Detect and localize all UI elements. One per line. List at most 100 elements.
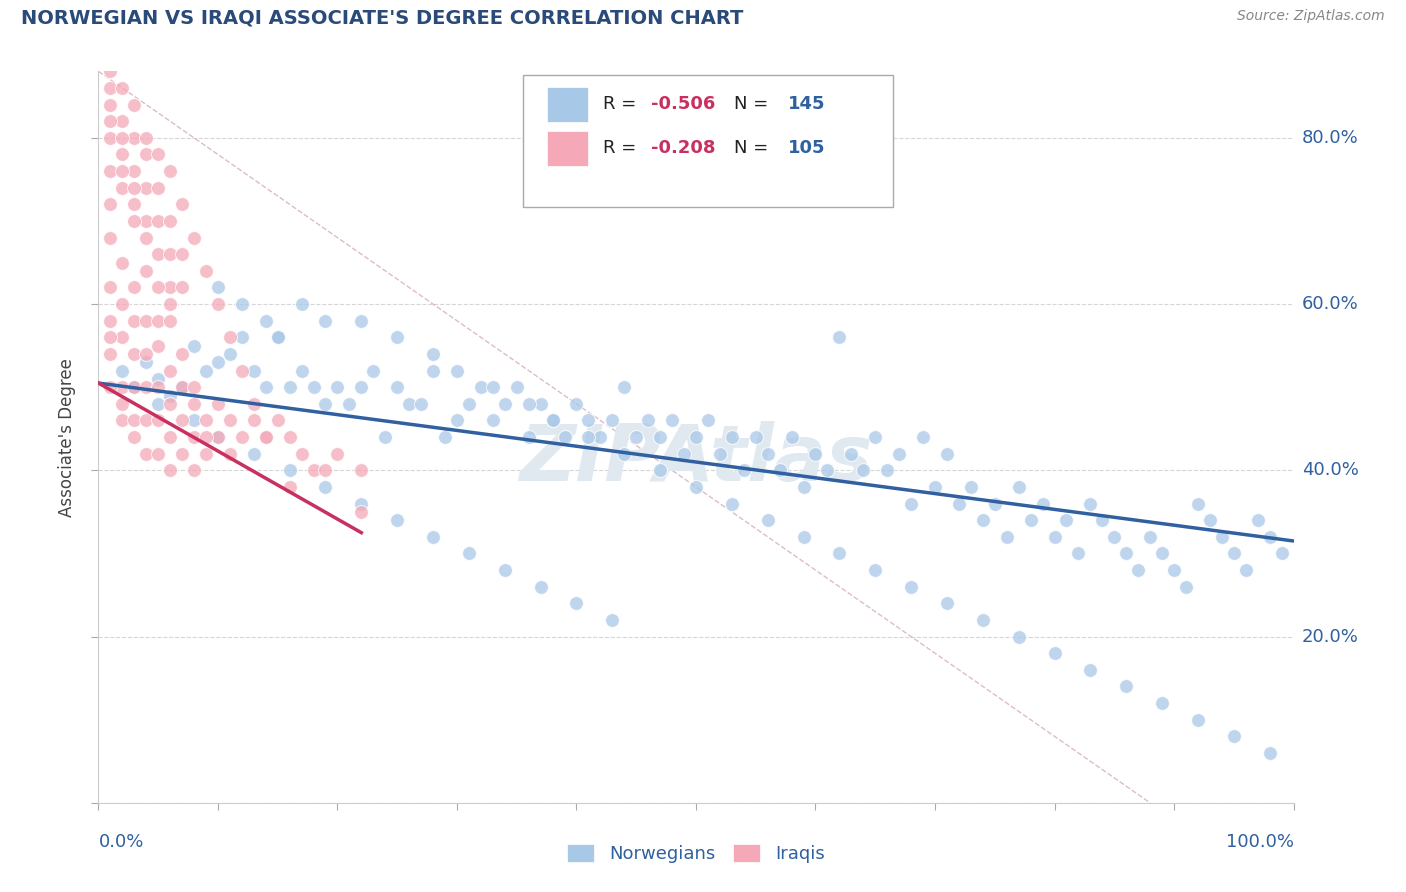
Text: R =: R = [603, 139, 641, 157]
Point [935, 596, 957, 610]
Point [98, 197, 122, 211]
Point [756, 513, 779, 527]
Point [183, 230, 205, 244]
Point [852, 463, 875, 477]
Point [159, 397, 181, 411]
Point [1115, 546, 1137, 560]
Point [374, 430, 396, 444]
Point [111, 131, 134, 145]
Point [576, 413, 599, 427]
Point [1102, 530, 1125, 544]
Point [98, 330, 122, 344]
Point [194, 430, 217, 444]
Point [554, 430, 576, 444]
Point [1187, 713, 1209, 727]
Point [159, 280, 181, 294]
Point [315, 397, 337, 411]
Point [863, 430, 886, 444]
Point [613, 380, 636, 394]
Point [315, 480, 337, 494]
Point [111, 114, 134, 128]
Point [135, 314, 157, 328]
Point [267, 330, 290, 344]
Legend: Norwegians, Iraqis: Norwegians, Iraqis [568, 845, 824, 863]
Point [183, 413, 205, 427]
Point [494, 563, 516, 577]
Point [207, 397, 229, 411]
Point [124, 430, 146, 444]
Point [1258, 530, 1281, 544]
Text: R =: R = [603, 95, 641, 113]
Point [685, 480, 707, 494]
Point [124, 380, 146, 394]
Point [207, 355, 229, 369]
Point [172, 280, 194, 294]
Point [124, 314, 146, 328]
Point [194, 363, 217, 377]
FancyBboxPatch shape [547, 130, 589, 166]
Point [326, 447, 349, 461]
Point [780, 430, 803, 444]
Text: 0.0%: 0.0% [98, 833, 143, 851]
Point [983, 497, 1005, 511]
Point [793, 530, 815, 544]
Point [172, 347, 194, 361]
Text: N =: N = [734, 95, 775, 113]
Point [1198, 513, 1220, 527]
Point [1115, 680, 1137, 694]
Point [1222, 729, 1246, 743]
Text: 20.0%: 20.0% [1302, 628, 1358, 646]
Point [124, 97, 146, 112]
Point [98, 64, 122, 78]
Point [98, 164, 122, 178]
Point [828, 546, 851, 560]
Point [959, 480, 981, 494]
Point [290, 363, 312, 377]
Point [172, 447, 194, 461]
Point [302, 463, 325, 477]
Point [481, 413, 505, 427]
Point [148, 247, 170, 261]
Point [529, 397, 551, 411]
Point [350, 463, 373, 477]
Point [458, 397, 481, 411]
Point [135, 355, 157, 369]
Point [1019, 513, 1042, 527]
Point [159, 297, 181, 311]
Point [733, 463, 755, 477]
Point [1187, 497, 1209, 511]
FancyBboxPatch shape [523, 75, 893, 207]
Point [697, 413, 720, 427]
Point [278, 463, 301, 477]
Point [111, 164, 134, 178]
Point [828, 330, 851, 344]
Point [254, 430, 277, 444]
Y-axis label: Associate's Degree: Associate's Degree [58, 358, 76, 516]
Point [1258, 746, 1281, 760]
Text: 80.0%: 80.0% [1302, 128, 1358, 147]
Point [98, 114, 122, 128]
Point [231, 297, 253, 311]
Point [1043, 646, 1066, 660]
Point [637, 413, 659, 427]
Point [972, 513, 994, 527]
Point [565, 397, 588, 411]
Point [648, 430, 672, 444]
Point [1128, 563, 1150, 577]
Point [159, 463, 181, 477]
Point [111, 380, 134, 394]
Point [1043, 530, 1066, 544]
Point [159, 388, 181, 402]
Point [219, 347, 242, 361]
Point [148, 147, 170, 161]
Point [135, 347, 157, 361]
Point [1163, 563, 1185, 577]
Point [768, 463, 790, 477]
Point [98, 230, 122, 244]
Point [911, 430, 934, 444]
Point [254, 380, 277, 394]
Point [721, 497, 744, 511]
Point [685, 430, 707, 444]
Point [350, 497, 373, 511]
Point [219, 330, 242, 344]
